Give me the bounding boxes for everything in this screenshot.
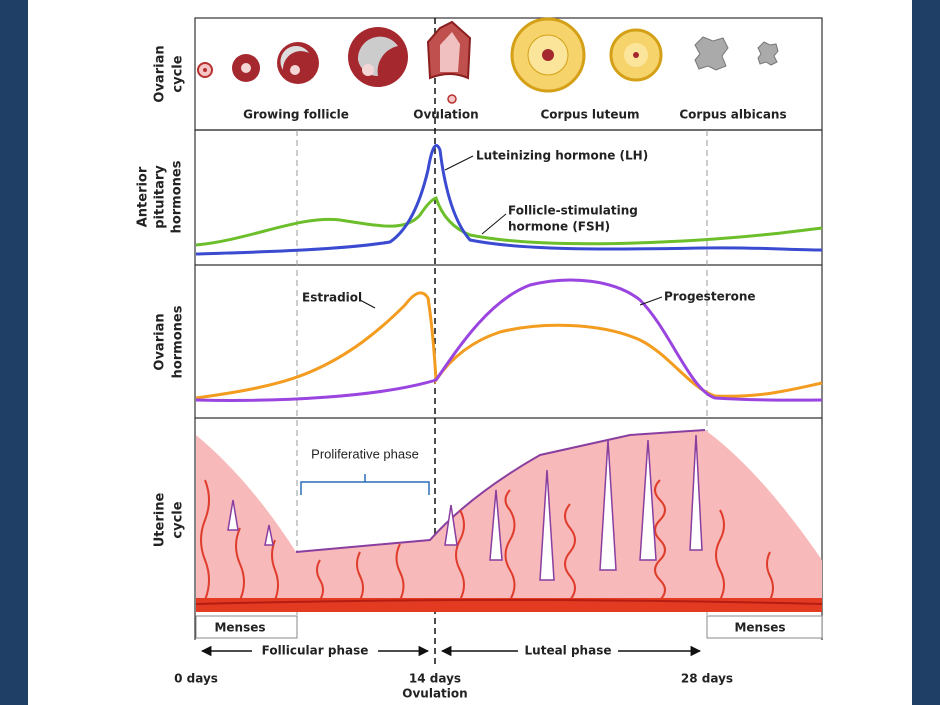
stage-label: Corpus albicans [679, 108, 786, 122]
fsh-label: hormone (FSH) [508, 220, 610, 234]
endometrium [195, 429, 823, 612]
ovulation-day-label: Ovulation [402, 687, 467, 701]
row-label: pituitary [153, 165, 168, 229]
menses-box [195, 615, 298, 639]
row-label: Anterior [136, 166, 151, 227]
row-label: Uterine [153, 493, 168, 548]
fsh-curve [195, 196, 823, 247]
menses-label: Menses [734, 621, 785, 635]
stage-label: Growing follicle [243, 108, 349, 122]
day-label: 28 days [681, 672, 733, 686]
right-border [912, 0, 940, 705]
progesterone-curve [195, 278, 823, 402]
stage-label: Ovulation [413, 108, 478, 122]
phase-label: Luteal phase [525, 644, 612, 658]
fsh-pointer [481, 213, 507, 235]
row-label: cycle [171, 501, 186, 538]
menses-box [706, 615, 823, 639]
row-label: Ovarian [153, 45, 168, 102]
day-label: 14 days [409, 672, 461, 686]
label-bg [252, 643, 378, 659]
progesterone-label: Progesterone [664, 290, 756, 304]
fsh-label: Follicle-stimulating [508, 204, 638, 218]
stage-label: Corpus luteum [541, 108, 640, 122]
label-bg [518, 643, 618, 659]
follicles [197, 17, 779, 104]
left-border [0, 0, 28, 705]
panels [194, 17, 823, 640]
estradiol-label: Estradiol [302, 291, 362, 305]
row-label: hormones [171, 305, 186, 378]
proliferative-bracket [300, 474, 430, 495]
progesterone-pointer [639, 296, 663, 306]
estradiol-curve [195, 291, 823, 400]
row-label: hormones [170, 160, 185, 233]
phase-label: Follicular phase [262, 644, 369, 658]
row-label: cycle [171, 55, 186, 92]
lh-curve [195, 144, 823, 256]
proliferative-label: Proliferative phase [311, 446, 419, 461]
lh-label: Luteinizing hormone (LH) [476, 149, 648, 163]
day-label: 0 days [174, 672, 218, 686]
estradiol-pointer [359, 299, 376, 309]
row-label: Ovarian [153, 313, 168, 370]
menses-label: Menses [214, 621, 265, 635]
lh-pointer [444, 155, 474, 171]
